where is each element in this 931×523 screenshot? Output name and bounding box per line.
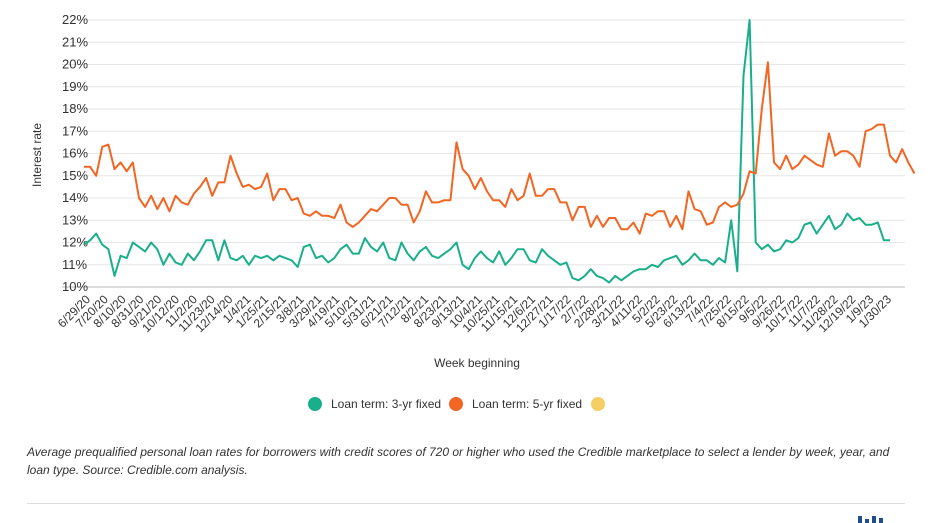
- series-line-5yr: [84, 61, 916, 235]
- x-axis-ticks: 6/29/207/20/208/10/208/31/209/21/2010/12…: [55, 292, 894, 335]
- y-axis-title: Interest rate: [30, 123, 44, 187]
- y-tick-label: 11%: [62, 257, 87, 272]
- series-line-3yr: [83, 19, 890, 284]
- y-tick-label: 10%: [62, 279, 88, 294]
- y-tick-label: 19%: [62, 79, 88, 94]
- y-tick-label: 17%: [62, 123, 88, 138]
- y-tick-label: 22%: [62, 12, 88, 27]
- y-tick-label: 20%: [62, 57, 88, 72]
- y-tick-label: 14%: [62, 190, 88, 205]
- y-tick-label: 18%: [62, 101, 88, 116]
- legend: Loan term: 3-yr fixed Loan term: 5-yr fi…: [308, 397, 605, 411]
- chart-caption: Average prequalified personal loan rates…: [27, 445, 890, 477]
- y-tick-label: 21%: [62, 34, 88, 49]
- legend-swatch-5yr: [449, 397, 463, 411]
- y-axis-ticks: 10% 11% 12% 13% 14% 15% 16% 17% 18% 19% 20% 21% 22%: [62, 12, 88, 294]
- x-axis-title: Week beginning: [434, 356, 520, 370]
- y-tick-label: 16%: [62, 146, 88, 161]
- y-tick-label: 12%: [62, 235, 88, 250]
- legend-swatch-third: [591, 397, 605, 411]
- y-tick-label: 13%: [62, 212, 88, 227]
- legend-label-3yr: Loan term: 3-yr fixed: [331, 397, 441, 411]
- legend-label-5yr: Loan term: 5-yr fixed: [472, 397, 582, 411]
- series-lines: [83, 19, 916, 284]
- gridlines: [62, 19, 905, 288]
- brand-logo-icon: [858, 516, 888, 523]
- legend-swatch-3yr: [308, 397, 322, 411]
- y-tick-label: 15%: [62, 168, 88, 183]
- footer-divider: [27, 503, 905, 504]
- line-chart: 10%11%12%13%14%15%16%17%18%19%20%21%22% …: [30, 12, 916, 411]
